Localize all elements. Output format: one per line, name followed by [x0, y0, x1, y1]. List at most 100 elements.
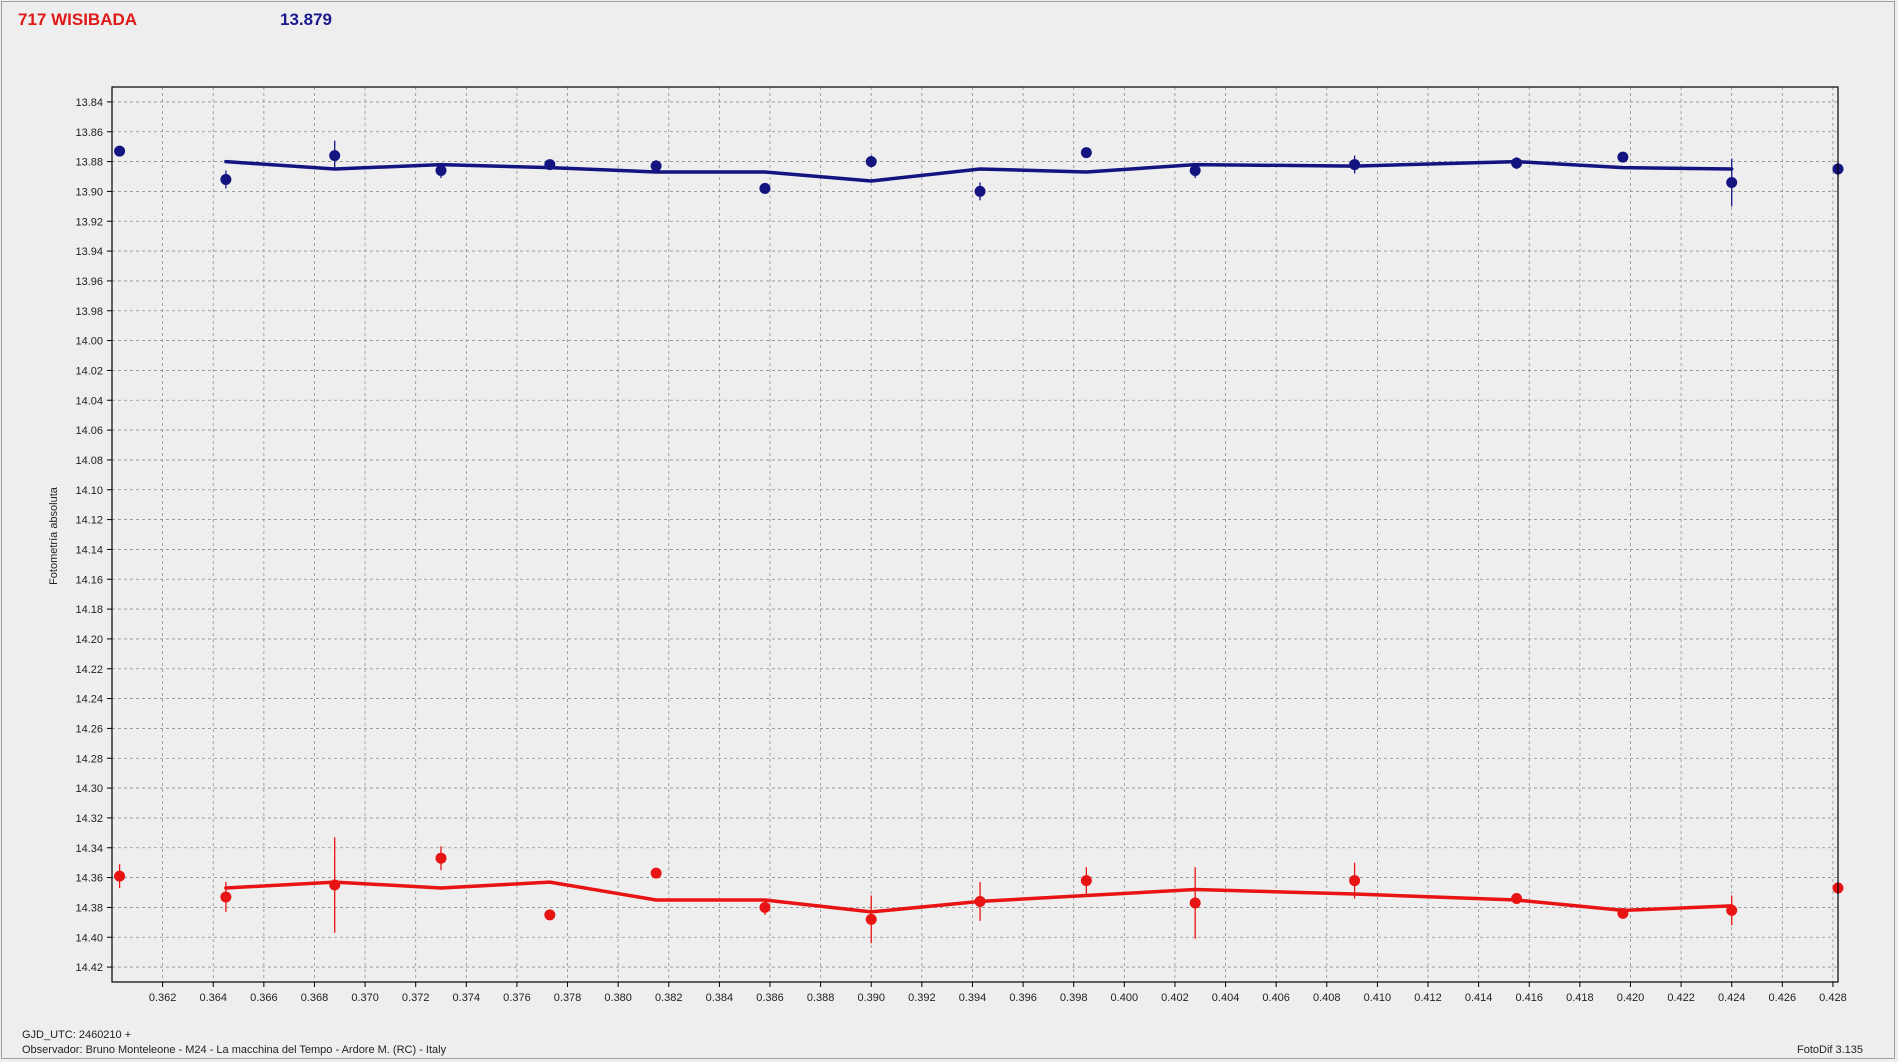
x-tick-label: 0.384: [706, 992, 734, 1004]
gjd-label: GJD_UTC: 2460210 +: [22, 1029, 132, 1041]
y-tick-label: 14.20: [75, 634, 103, 646]
data-point: [865, 156, 877, 168]
x-tick-label: 0.390: [857, 992, 885, 1004]
data-point: [1349, 159, 1361, 171]
x-tick-label: 0.402: [1161, 992, 1189, 1004]
x-tick-label: 0.370: [351, 992, 379, 1004]
magnitude-value: 13.879: [280, 10, 332, 29]
data-point: [974, 185, 986, 197]
y-tick-label: 14.10: [75, 485, 103, 497]
data-point: [435, 852, 447, 864]
y-tick-label: 14.36: [75, 873, 103, 885]
data-point: [865, 913, 877, 925]
data-point: [114, 870, 126, 882]
y-tick-label: 13.98: [75, 306, 103, 318]
x-tick-label: 0.416: [1515, 992, 1543, 1004]
plot-area: [112, 87, 1838, 982]
y-tick-label: 14.04: [75, 395, 103, 407]
y-tick-label: 14.40: [75, 932, 103, 944]
data-point: [1189, 165, 1201, 177]
y-tick-label: 14.16: [75, 574, 103, 586]
data-point: [329, 879, 341, 891]
axes: 0.362 0.364 0.366 0.368 0.370 0.372 0.374 0.376…: [75, 86, 1847, 1004]
observer-label: Observador: Bruno Monteleone - M24 - La …: [22, 1044, 447, 1056]
data-point: [114, 145, 126, 157]
y-tick-label: 14.32: [75, 813, 103, 825]
data-point: [1080, 875, 1092, 887]
x-tick-label: 0.398: [1060, 992, 1088, 1004]
data-point: [544, 909, 556, 921]
x-tick-label: 0.386: [756, 992, 784, 1004]
x-tick-label: 0.408: [1313, 992, 1341, 1004]
x-tick-label: 0.372: [402, 992, 430, 1004]
x-tick-label: 0.364: [199, 992, 227, 1004]
y-tick-label: 14.02: [75, 365, 103, 377]
x-tick-label: 0.392: [908, 992, 936, 1004]
y-tick-label: 14.42: [75, 962, 103, 974]
x-tick-label: 0.388: [807, 992, 835, 1004]
x-tick-label: 0.414: [1465, 992, 1493, 1004]
x-tick-label: 0.406: [1262, 992, 1290, 1004]
x-tick-label: 0.400: [1111, 992, 1139, 1004]
series-line: [224, 880, 1734, 914]
data-point: [759, 901, 771, 913]
data-point: [1617, 907, 1629, 919]
software-label: FotoDif 3.135: [1797, 1044, 1864, 1056]
y-tick-label: 14.08: [75, 455, 103, 467]
y-tick-label: 14.30: [75, 783, 103, 795]
x-tick-label: 0.366: [250, 992, 278, 1004]
x-tick-label: 0.396: [1009, 992, 1037, 1004]
data-point: [1511, 892, 1523, 904]
data-point: [1080, 147, 1092, 159]
data-point: [1511, 157, 1523, 169]
x-tick-label: 0.422: [1667, 992, 1695, 1004]
data-point: [1726, 904, 1738, 916]
x-tick-label: 0.368: [301, 992, 329, 1004]
data-point: [650, 867, 662, 879]
y-tick-label: 13.92: [75, 216, 103, 228]
series-1: [114, 837, 1844, 944]
series-line: [224, 159, 1734, 183]
y-tick-label: 13.90: [75, 186, 103, 198]
y-tick-label: 14.26: [75, 723, 103, 735]
y-tick-label: 14.14: [75, 544, 103, 556]
plot-border: [111, 86, 1839, 983]
y-tick-label: 13.94: [75, 246, 103, 258]
data-point: [1349, 875, 1361, 887]
data-point: [544, 159, 556, 171]
data-point: [1726, 176, 1738, 188]
data-point: [220, 173, 232, 185]
y-tick-label: 13.84: [75, 97, 103, 109]
x-tick-label: 0.410: [1364, 992, 1392, 1004]
x-tick-label: 0.412: [1414, 992, 1442, 1004]
y-axis-label: Fotometría absoluta: [48, 486, 60, 585]
x-tick-label: 0.394: [959, 992, 987, 1004]
y-tick-label: 14.24: [75, 694, 103, 706]
x-tick-label: 0.382: [655, 992, 683, 1004]
x-tick-label: 0.362: [149, 992, 177, 1004]
y-tick-label: 14.34: [75, 843, 103, 855]
x-tick-label: 0.374: [453, 992, 481, 1004]
y-tick-label: 14.06: [75, 425, 103, 437]
y-tick-label: 14.00: [75, 336, 103, 348]
x-tick-label: 0.420: [1617, 992, 1645, 1004]
y-tick-label: 13.88: [75, 157, 103, 169]
y-tick-label: 14.38: [75, 902, 103, 914]
data-point: [650, 160, 662, 172]
data-point: [1189, 897, 1201, 909]
y-tick-label: 14.22: [75, 664, 103, 676]
data-point: [1617, 151, 1629, 163]
data-point: [974, 895, 986, 907]
y-tick-label: 13.96: [75, 276, 103, 288]
x-tick-label: 0.376: [503, 992, 531, 1004]
data-point: [435, 165, 447, 177]
data-point: [220, 891, 232, 903]
x-tick-label: 0.418: [1566, 992, 1594, 1004]
x-tick-label: 0.380: [604, 992, 632, 1004]
y-tick-label: 13.86: [75, 127, 103, 139]
y-tick-label: 14.12: [75, 515, 103, 527]
x-tick-label: 0.378: [554, 992, 582, 1004]
x-tick-label: 0.404: [1212, 992, 1240, 1004]
